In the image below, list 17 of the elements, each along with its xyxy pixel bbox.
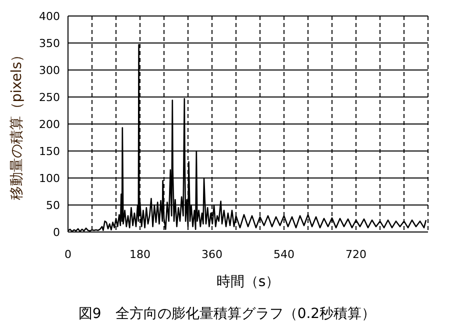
y-tick-label: 250 (39, 90, 60, 104)
text: 図9 全方向の膨化量積算グラフ（0.2秒積算） (77, 305, 377, 323)
x-tick-label: 360 (202, 248, 222, 261)
y-tick-label: 400 (39, 10, 60, 23)
y-tick-label: 50 (46, 198, 60, 212)
x-tick-label: 180 (130, 248, 150, 261)
x-tick-label: 540 (274, 248, 294, 261)
y-tick-label: 100 (39, 172, 60, 185)
y-tick-label: 200 (39, 118, 60, 131)
x-tick-label: 0 (64, 248, 72, 261)
y-tick-label: 0 (53, 226, 60, 239)
y-axis-title: 移動量の積算（pixels） (8, 48, 25, 200)
y-tick-label: 150 (39, 144, 60, 158)
x-axis-title: 時間（s） (216, 274, 280, 290)
y-tick-label: 300 (39, 64, 60, 77)
x-tick-label: 720 (346, 248, 366, 261)
y-tick-label: 350 (39, 36, 60, 50)
